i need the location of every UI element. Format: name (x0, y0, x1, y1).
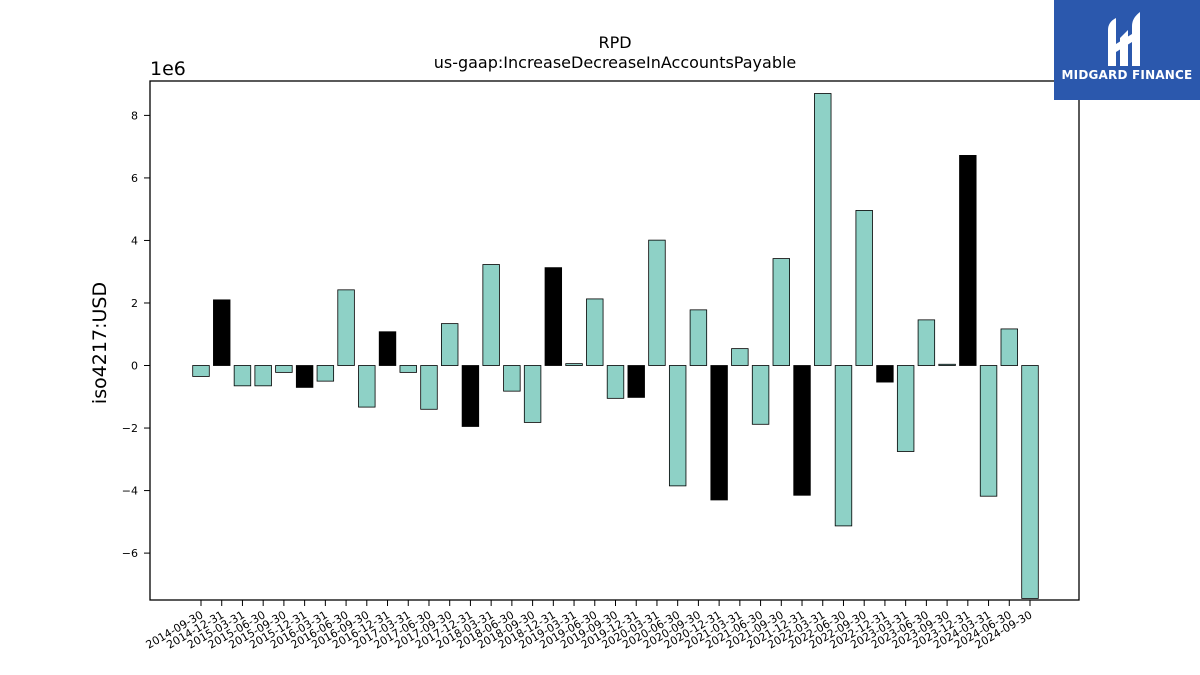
bar-2020-09-30 (689, 309, 708, 366)
y-axis-label: iso4217:USD (89, 282, 111, 404)
bar-2021-09-30 (772, 258, 790, 366)
y-tick-label: −4 (122, 485, 138, 498)
y-axis-multiplier: 1e6 (150, 58, 186, 80)
bar-2018-12-31 (544, 267, 563, 366)
midgard-logo-icon (1108, 12, 1140, 66)
bar-2023-06-30 (917, 319, 936, 366)
bar-2016-03-31 (316, 365, 335, 382)
bar-2019-09-30 (606, 365, 625, 399)
bar-2016-12-31 (378, 331, 397, 366)
bar-2022-06-30 (834, 365, 853, 527)
midgard-finance-logo: MIDGARD FINANCE (1054, 0, 1200, 100)
bar-2024-09-30 (1021, 365, 1039, 599)
bar-2020-06-30 (668, 365, 687, 487)
logo-text: MIDGARD FINANCE (1061, 68, 1193, 82)
bar-2021-06-30 (751, 365, 770, 425)
y-tick-label: 2 (131, 297, 138, 310)
bar-2021-12-31 (793, 365, 811, 496)
bar-2023-12-31 (959, 155, 977, 366)
bar-2021-03-31 (731, 348, 749, 366)
bar-2020-12-31 (710, 365, 728, 501)
bar-2017-12-31 (461, 365, 480, 427)
bar-2019-03-31 (565, 363, 583, 366)
bar-2016-06-30 (337, 289, 355, 366)
bar-2017-06-30 (420, 365, 438, 410)
bar-2014-09-30 (192, 365, 210, 377)
bar-2015-06-30 (254, 365, 272, 387)
bar-2024-03-31 (979, 365, 998, 497)
y-tick-label: −2 (122, 422, 138, 435)
bar-2016-09-30 (358, 365, 376, 408)
bar-2015-12-31 (295, 365, 314, 388)
y-tick-label: 6 (131, 172, 138, 185)
bar-2017-09-30 (441, 323, 459, 366)
bar-2024-06-30 (1000, 328, 1018, 366)
bar-2019-06-30 (586, 298, 604, 366)
chart-title: RPD (598, 33, 631, 52)
bars-group (192, 93, 1039, 599)
bar-2014-12-31 (213, 299, 231, 366)
bar-2023-09-30 (938, 363, 956, 366)
bar-2019-12-31 (627, 365, 645, 398)
y-tick-label: −6 (122, 547, 138, 560)
x-axis: 2014-09-302014-12-312015-03-312015-06-30… (144, 600, 1035, 652)
bar-2018-09-30 (523, 365, 542, 423)
bar-2017-03-31 (399, 365, 417, 373)
chart-subtitle: us-gaap:IncreaseDecreaseInAccountsPayabl… (434, 53, 797, 72)
bar-2015-03-31 (233, 365, 252, 387)
y-axis: −6 −4 −2 0 2 4 6 8 (122, 109, 150, 560)
bar-2018-03-31 (482, 264, 500, 366)
bar-2015-09-30 (275, 365, 293, 373)
y-tick-label: 4 (131, 234, 138, 247)
bar-2022-12-31 (876, 365, 894, 383)
bar-2020-03-31 (648, 239, 666, 366)
plot-frame (149, 80, 1080, 601)
y-tick-label: 8 (131, 109, 138, 122)
bar-2022-09-30 (855, 210, 873, 366)
bar-2018-06-30 (503, 365, 521, 392)
y-tick-label: 0 (131, 360, 138, 373)
bar-2022-03-31 (814, 93, 832, 366)
bar-2023-03-31 (896, 365, 915, 452)
